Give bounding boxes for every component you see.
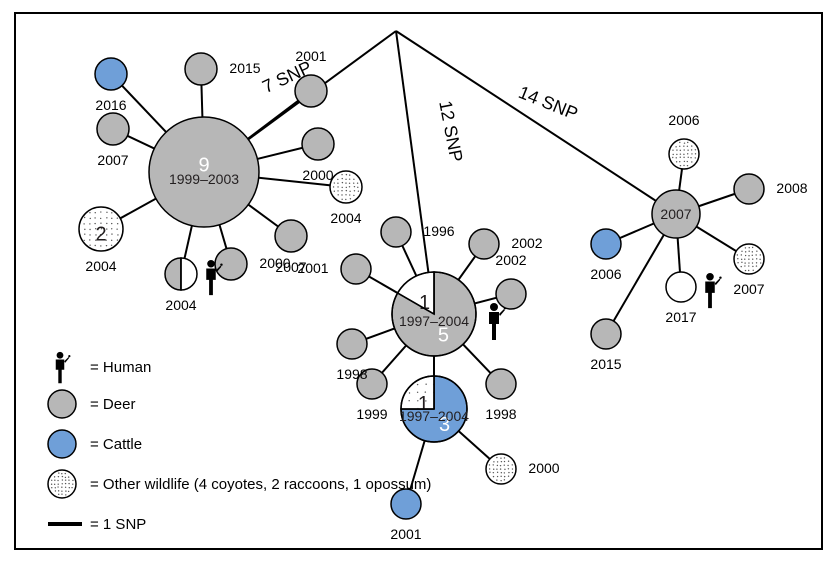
leaf-node	[734, 244, 764, 274]
leaf-node	[734, 174, 764, 204]
leaf-node	[337, 329, 367, 359]
leaf-year: 1998	[485, 406, 516, 422]
leaf-year: 2004	[165, 297, 196, 313]
leaf-year: 2000	[259, 255, 290, 271]
leaf-node	[381, 217, 411, 247]
cluster-hub: 511997–2004	[392, 272, 506, 356]
network-diagram: 91999–20032511997–2004311997–200420077 S…	[16, 14, 823, 550]
figure-frame: 91999–20032511997–2004311997–200420077 S…	[14, 12, 823, 550]
leaf-node	[669, 139, 699, 169]
human-icon	[705, 273, 721, 308]
leaf-node	[486, 454, 516, 484]
leaf-node	[591, 319, 621, 349]
leaf-year: 2007	[733, 281, 764, 297]
leaf-node: 2	[79, 207, 123, 251]
leaf-year: 2000	[528, 460, 559, 476]
human-icon	[489, 303, 506, 340]
leaf-node	[496, 279, 526, 309]
leaf-year: 2004	[85, 258, 116, 274]
leaf-year: 2015	[590, 356, 621, 372]
cluster-hub: 91999–2003	[149, 117, 259, 227]
node-year-range: 1999–2003	[169, 171, 239, 187]
figure-root: 91999–20032511997–2004311997–200420077 S…	[0, 0, 837, 562]
leaf-year: 2015	[229, 60, 260, 76]
leaf-year: 2017	[665, 309, 696, 325]
leaf-node	[486, 369, 516, 399]
legend-label-human: = Human	[90, 359, 151, 376]
legend-label-wildlife: = Other wildlife (4 coyotes, 2 raccoons,…	[90, 476, 431, 493]
cluster-hub: 2007	[652, 190, 700, 238]
leaf-year: 1996	[423, 223, 454, 239]
leaf-year: 2008	[776, 180, 807, 196]
leaf-year: 2016	[95, 97, 126, 113]
legend-label-deer: = Deer	[90, 396, 135, 413]
leaf-year: 1999	[356, 406, 387, 422]
leaf-node	[302, 128, 334, 160]
leaf-year: 2001	[297, 260, 328, 276]
leaf-node	[97, 113, 129, 145]
leaf-node	[275, 220, 307, 252]
leaf-year: 2006	[668, 112, 699, 128]
leaf-year: 1998	[336, 366, 367, 382]
leaf-node	[341, 254, 371, 284]
node-count: 2	[95, 223, 106, 245]
node-year-range: 1997–2004	[399, 408, 469, 424]
leaf-node	[666, 272, 722, 308]
leaf-node	[95, 58, 127, 90]
leaf-node	[165, 258, 223, 295]
node-year-range: 1997–2004	[399, 313, 469, 329]
legend-label-snp: = 1 SNP	[90, 516, 146, 533]
leaf-year: 2002	[495, 252, 526, 268]
leaf-year: 2001	[390, 526, 421, 542]
leaf-node	[591, 229, 621, 259]
branch-edge	[396, 31, 676, 214]
leaf-node	[330, 171, 362, 203]
branch-label: 14 SNP	[516, 82, 581, 124]
leaf-year: 2000	[302, 167, 333, 183]
legend-label-cattle: = Cattle	[90, 436, 142, 453]
leaf-node	[185, 53, 217, 85]
legend-swatch-deer	[48, 390, 76, 418]
leaf-year: 2007	[97, 152, 128, 168]
leaf-year: 2001	[295, 48, 326, 64]
human-icon	[56, 352, 71, 383]
leaf-node	[391, 489, 421, 519]
leaf-node	[215, 248, 247, 280]
leaf-year: 2004	[330, 210, 361, 226]
branch-label: 12 SNP	[435, 99, 466, 164]
node-year-range: 2007	[660, 206, 691, 222]
leaf-year: 2002	[511, 235, 542, 251]
legend-swatch-cattle	[48, 430, 76, 458]
leaf-year: 2006	[590, 266, 621, 282]
